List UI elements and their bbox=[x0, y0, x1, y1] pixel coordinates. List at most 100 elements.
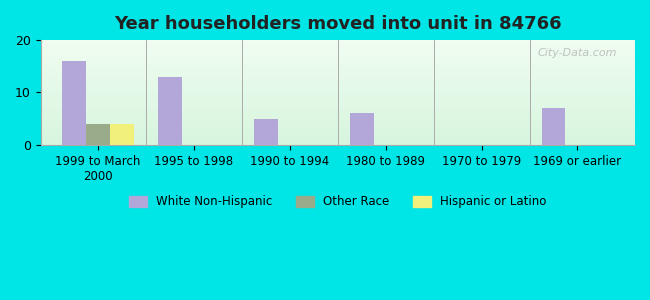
Bar bbox=[254, 119, 278, 145]
Bar bbox=[40, 133, 635, 134]
Bar bbox=[40, 112, 635, 113]
Bar bbox=[40, 84, 635, 85]
Bar bbox=[40, 49, 635, 50]
Bar bbox=[40, 101, 635, 102]
Bar bbox=[40, 69, 635, 70]
Bar bbox=[40, 58, 635, 59]
Bar bbox=[40, 67, 635, 68]
Bar bbox=[40, 97, 635, 98]
Bar bbox=[40, 64, 635, 65]
Bar bbox=[40, 130, 635, 131]
Bar bbox=[40, 47, 635, 49]
Bar bbox=[40, 134, 635, 135]
Bar bbox=[40, 106, 635, 107]
Bar bbox=[40, 87, 635, 88]
Bar bbox=[40, 119, 635, 120]
Bar bbox=[40, 94, 635, 96]
Bar bbox=[40, 62, 635, 63]
Bar bbox=[40, 70, 635, 71]
Bar bbox=[40, 113, 635, 115]
Bar bbox=[40, 127, 635, 128]
Bar bbox=[40, 144, 635, 145]
Bar bbox=[40, 65, 635, 66]
Bar bbox=[40, 60, 635, 61]
Bar bbox=[40, 52, 635, 53]
Bar bbox=[40, 42, 635, 43]
Bar bbox=[40, 128, 635, 129]
Bar bbox=[40, 83, 635, 84]
Bar bbox=[40, 59, 635, 60]
Bar bbox=[350, 113, 374, 145]
Bar bbox=[40, 80, 635, 81]
Bar bbox=[40, 103, 635, 104]
Bar bbox=[40, 92, 635, 94]
Bar bbox=[40, 137, 635, 139]
Bar bbox=[40, 77, 635, 78]
Bar bbox=[40, 76, 635, 77]
Bar bbox=[40, 118, 635, 119]
Bar bbox=[40, 66, 635, 67]
Bar bbox=[40, 81, 635, 82]
Bar bbox=[40, 115, 635, 116]
Bar bbox=[110, 124, 134, 145]
Bar bbox=[40, 50, 635, 51]
Bar bbox=[40, 71, 635, 73]
Bar bbox=[40, 96, 635, 97]
Bar bbox=[40, 74, 635, 75]
Bar bbox=[40, 111, 635, 112]
Bar bbox=[40, 51, 635, 52]
Bar bbox=[40, 61, 635, 62]
Bar bbox=[40, 117, 635, 118]
Bar bbox=[62, 61, 86, 145]
Bar bbox=[40, 107, 635, 108]
Bar bbox=[40, 129, 635, 130]
Bar bbox=[40, 53, 635, 54]
Bar bbox=[40, 56, 635, 57]
Title: Year householders moved into unit in 84766: Year householders moved into unit in 847… bbox=[114, 15, 562, 33]
Bar bbox=[40, 110, 635, 111]
Bar bbox=[40, 105, 635, 106]
Bar bbox=[40, 124, 635, 125]
Bar bbox=[40, 88, 635, 89]
Bar bbox=[40, 131, 635, 132]
Bar bbox=[40, 132, 635, 133]
Bar bbox=[40, 104, 635, 105]
Bar bbox=[40, 90, 635, 92]
Bar bbox=[86, 124, 110, 145]
Bar bbox=[40, 102, 635, 103]
Bar bbox=[40, 116, 635, 117]
Bar bbox=[40, 73, 635, 74]
Bar bbox=[40, 78, 635, 79]
Bar bbox=[40, 82, 635, 83]
Bar bbox=[40, 140, 635, 141]
Bar bbox=[40, 100, 635, 101]
Bar bbox=[40, 46, 635, 47]
Bar bbox=[40, 136, 635, 137]
Bar bbox=[40, 43, 635, 44]
Bar bbox=[40, 79, 635, 80]
Bar bbox=[40, 45, 635, 46]
Bar bbox=[40, 75, 635, 76]
Bar bbox=[158, 77, 182, 145]
Bar bbox=[40, 135, 635, 136]
Bar bbox=[40, 86, 635, 87]
Bar bbox=[40, 68, 635, 69]
Bar bbox=[40, 57, 635, 58]
Bar bbox=[40, 126, 635, 127]
Bar bbox=[40, 123, 635, 124]
Bar bbox=[40, 122, 635, 123]
Bar bbox=[40, 120, 635, 121]
Bar bbox=[40, 99, 635, 100]
Bar bbox=[40, 40, 635, 41]
Bar bbox=[40, 63, 635, 64]
Bar bbox=[40, 142, 635, 143]
Bar bbox=[40, 44, 635, 45]
Bar bbox=[40, 139, 635, 140]
Bar bbox=[40, 98, 635, 99]
Bar bbox=[40, 85, 635, 86]
Legend: White Non-Hispanic, Other Race, Hispanic or Latino: White Non-Hispanic, Other Race, Hispanic… bbox=[124, 190, 551, 213]
Bar bbox=[541, 108, 566, 145]
Bar bbox=[40, 54, 635, 55]
Bar bbox=[40, 121, 635, 122]
Bar bbox=[40, 55, 635, 56]
